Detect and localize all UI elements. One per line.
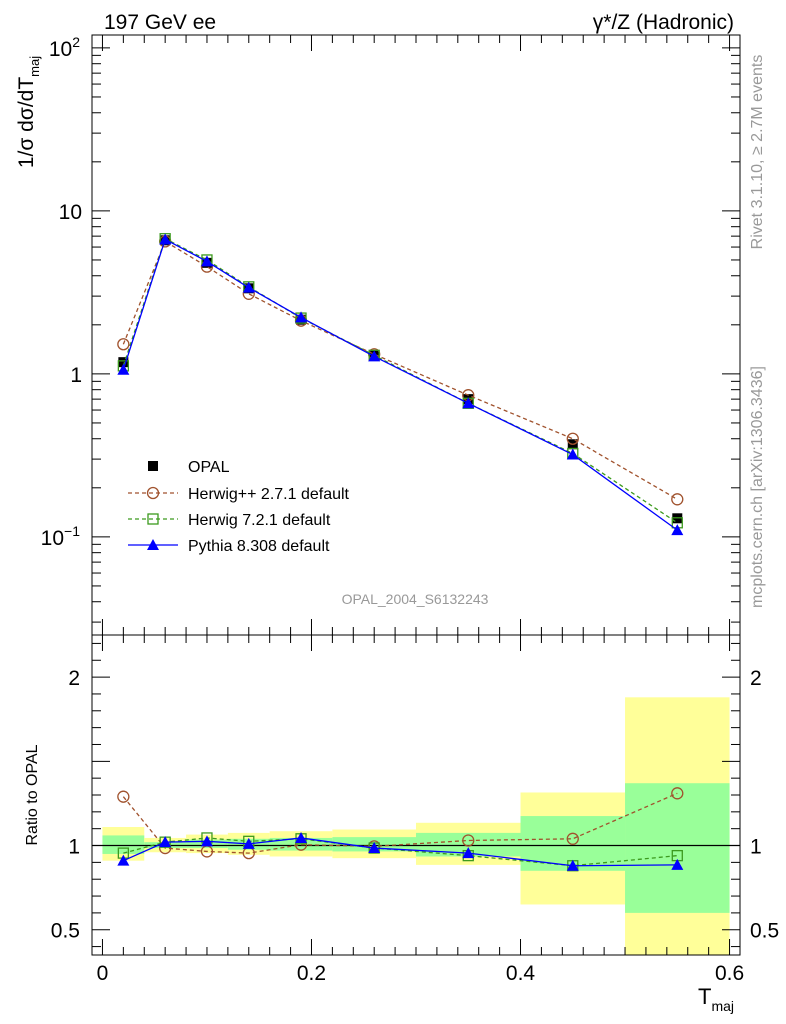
data-point (462, 834, 475, 847)
legend-item-pythia: Pythia 8.308 default (128, 538, 330, 555)
data-point (159, 233, 172, 245)
ratio-series-pythia (117, 831, 684, 871)
ratio-y-tick-label: 0.5 (51, 920, 80, 943)
data-point (566, 859, 579, 871)
data-point (671, 493, 684, 506)
ratio-y-tick-label-right: 1 (750, 836, 762, 859)
main-y-axis-title: 1/σ dσ/dTmaj (15, 56, 42, 168)
data-point (159, 836, 172, 848)
legend: OPAL Herwig++ 2.7.1 default Herwig 7.2.1 d… (128, 459, 350, 555)
header-left: 197 GeV ee (104, 11, 216, 34)
xlabel: T (698, 984, 711, 1009)
data-point (671, 524, 684, 536)
data-point (295, 831, 308, 843)
x-tick-label: 0 (97, 962, 109, 985)
data-point (118, 357, 129, 368)
legend-marker (148, 461, 158, 471)
main-ylabel-sub: maj (27, 56, 42, 77)
series-herwig7 (117, 233, 683, 529)
legend-label: Herwig 7.2.1 default (188, 512, 331, 529)
legend-item-herwigpp: Herwig++ 2.7.1 default (128, 486, 350, 503)
data-point (671, 787, 684, 800)
series-line (122, 237, 678, 524)
uncertainty-band-inner (625, 783, 730, 913)
data-point (368, 350, 381, 362)
x-tick-label: 0.2 (297, 962, 326, 985)
source-label: mcplots.cern.ch [arXiv:1306.3436] (749, 366, 766, 608)
ratio-y-tick-label-right: 2 (750, 667, 762, 690)
main-panel: 102 10 1 10−1 (41, 34, 741, 636)
data-point (117, 854, 130, 866)
uncertainty-band-inner (416, 832, 521, 857)
legend-label: Herwig++ 2.7.1 default (188, 486, 350, 503)
main-y-tick-label: 10 (59, 201, 82, 224)
data-point (117, 790, 130, 803)
ratio-y-tick-label-right: 0.5 (750, 920, 779, 943)
data-point (117, 363, 130, 375)
series-line (123, 837, 678, 867)
header-right: γ*/Z (Hadronic) (593, 11, 734, 34)
data-point (671, 858, 684, 870)
legend-marker (147, 539, 159, 550)
svg-text:1/σ dσ/dTmaj: 1/σ dσ/dTmaj (15, 56, 42, 168)
main-y-tick-label: 102 (49, 34, 80, 61)
legend-label: Pythia 8.308 default (188, 538, 330, 555)
series-pythia (117, 233, 684, 536)
svg-text:Tmaj: Tmaj (698, 984, 734, 1014)
x-axis-title: Tmaj (698, 984, 734, 1014)
data-point (242, 281, 255, 293)
rivet-label: Rivet 3.1.10, ≥ 2.7M events (749, 55, 766, 250)
main-ylabel: 1/σ dσ/dT (15, 77, 38, 168)
watermark: OPAL_2004_S6132243 (342, 591, 489, 607)
xlabel-sub: maj (711, 998, 734, 1014)
series-line (122, 792, 678, 854)
legend-label: OPAL (188, 459, 230, 476)
legend-item-data: OPAL (148, 459, 230, 476)
main-y-tick-label: 1 (70, 364, 82, 387)
ratio-y-tick-label: 2 (68, 667, 80, 690)
legend-marker (146, 486, 160, 500)
x-tick-label: 0.6 (715, 962, 744, 985)
data-point (368, 842, 381, 854)
legend-item-herwig7: Herwig 7.2.1 default (128, 512, 331, 529)
main-y-tick-label: 10−1 (41, 523, 81, 550)
data-point (566, 448, 579, 460)
data-point (117, 338, 130, 351)
ratio-y-tick-label: 1 (68, 836, 80, 859)
ratio-ylabel: Ratio to OPAL (24, 744, 41, 845)
data-point (566, 832, 579, 845)
series-data (118, 235, 683, 524)
x-tick-label: 0.4 (506, 962, 536, 985)
uncertainty-band-inner (102, 835, 145, 854)
data-point (200, 835, 213, 847)
legend-marker (147, 513, 159, 525)
data-point (242, 837, 255, 849)
ratio-panel: 2 2 1 1 0.5 0.5 0 0.2 0.4 0.6 (51, 634, 779, 985)
data-point (462, 847, 475, 859)
data-point (295, 311, 308, 323)
data-point (462, 397, 475, 409)
data-point (200, 255, 213, 267)
data-point (566, 432, 579, 445)
